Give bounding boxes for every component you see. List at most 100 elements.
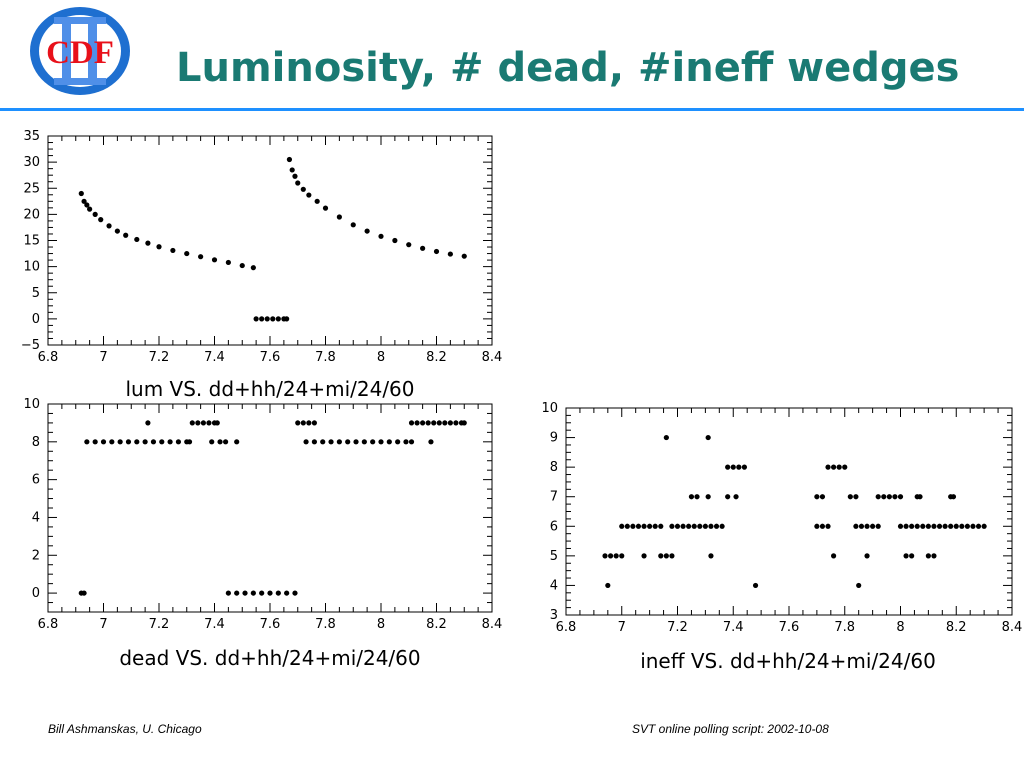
ineff-data-point [825, 523, 831, 529]
ineff-data-point [853, 494, 859, 500]
lum-data-point [286, 156, 293, 163]
lum-data-point [264, 316, 270, 322]
dead-data-point [414, 420, 420, 426]
ineff-data-point [708, 553, 714, 559]
ineff-data-point [725, 494, 731, 500]
ineff-x-tick-label: 8.2 [946, 620, 967, 635]
ineff-data-point [897, 523, 904, 529]
dead-y-tick-label: 0 [32, 586, 40, 601]
ineff-data-point [694, 494, 700, 500]
lum-x-tick-label: 7 [99, 350, 107, 365]
ineff-data-point [702, 523, 708, 529]
ineff-data-point [964, 523, 971, 529]
lum-data-point [461, 253, 467, 259]
lum-x-tick-label: 8 [377, 350, 385, 365]
ineff-y-tick-label: 6 [550, 519, 558, 534]
lum-y-tick-label: 20 [23, 207, 40, 222]
lum-y-tick-label: −5 [21, 338, 40, 353]
lum-data-point [406, 242, 412, 248]
dead-data-point [259, 590, 265, 596]
lum-data-point [295, 180, 301, 186]
lum-x-tick-label: 7.8 [315, 350, 336, 365]
ineff-data-point [697, 523, 703, 529]
logo-roman-two-bar-left [62, 19, 71, 83]
ineff-data-point [858, 523, 865, 529]
footer-source: SVT online polling script: 2002-10-08 [632, 722, 829, 736]
title-divider [0, 108, 1024, 111]
dead-data-point [242, 590, 248, 596]
lum-data-point [250, 265, 256, 271]
ineff-data-point [936, 523, 943, 529]
ineff-chart: 6.8 7 7.2 7.4 7.6 7.8 8 8.2 8.4 3 4 5 6 7 8 9 10 ineff VS… [541, 401, 1022, 673]
dead-data-point [428, 439, 434, 445]
dead-data-point [361, 439, 367, 445]
lum-y-tick-label: 35 [23, 129, 40, 144]
lum-data-point [314, 198, 320, 204]
lum-data-point [275, 316, 281, 322]
dead-data-point [303, 439, 309, 445]
dead-x-tick-label: 7 [99, 617, 107, 632]
ineff-data-point [669, 553, 675, 559]
dead-x-tick-label: 7.2 [149, 617, 170, 632]
dead-x-axis-label: dead VS. dd+hh/24+mi/24/60 [119, 646, 420, 670]
ineff-data-point [680, 523, 686, 529]
dead-data-point [209, 439, 215, 445]
dead-data-point [214, 420, 220, 426]
lum-x-tick-label: 8.4 [482, 350, 503, 365]
lum-data-point [420, 245, 426, 251]
ineff-data-point [864, 553, 870, 559]
lum-data-point [239, 262, 245, 269]
ineff-data-point [647, 523, 653, 529]
ineff-x-tick-label: 7.4 [723, 620, 744, 635]
ineff-data-point [975, 523, 982, 529]
ineff-data-point [909, 523, 915, 529]
ineff-data-point [619, 553, 625, 559]
dead-x-tick-label: 6.8 [38, 617, 59, 632]
lum-data-point [336, 214, 342, 220]
dead-data-point [403, 439, 409, 445]
ineff-data-point [831, 464, 837, 470]
lum-x-tick-label: 7.6 [260, 350, 281, 365]
lum-data-point [292, 173, 298, 179]
dead-data-point [195, 420, 201, 426]
lum-data-point [433, 248, 440, 255]
ineff-data-point [981, 523, 987, 529]
ineff-y-tick-label: 7 [550, 490, 558, 505]
lum-data-point [364, 228, 370, 234]
dead-data-point [189, 420, 195, 426]
ineff-y-tick-label: 9 [550, 431, 558, 446]
ineff-data-point [688, 494, 695, 500]
ineff-x-tick-label: 8.4 [1002, 620, 1023, 635]
lum-data-point [225, 259, 231, 266]
lum-data-point [81, 198, 87, 204]
dead-data-point [175, 439, 182, 445]
ineff-data-point [658, 553, 664, 559]
dead-data-point [109, 439, 115, 445]
dead-data-point [345, 439, 351, 445]
ineff-data-point [881, 494, 887, 500]
dead-x-tick-label: 8 [377, 617, 385, 632]
lum-x-tick-label: 6.8 [38, 350, 59, 365]
ineff-data-point [652, 523, 658, 529]
ineff-data-point [663, 434, 669, 441]
dead-data-point [378, 439, 384, 445]
dead-data-point [431, 420, 437, 426]
lum-data-point [170, 247, 176, 254]
ineff-data-point [836, 464, 842, 470]
lum-data-point [378, 233, 384, 239]
lum-data-point [300, 186, 306, 192]
ineff-data-point [713, 523, 720, 529]
ineff-data-point [870, 523, 876, 529]
lum-y-tick-label: 5 [32, 286, 40, 301]
dead-data-point [234, 439, 240, 445]
ineff-data-point [892, 494, 898, 500]
ineff-plot-frame [565, 407, 1013, 616]
ineff-data-point [819, 523, 826, 529]
ineff-data-point [814, 523, 820, 529]
dead-data-point [370, 439, 376, 445]
lum-data-point [184, 250, 190, 257]
dead-x-tick-label: 8.2 [426, 617, 447, 632]
lum-data-point [350, 222, 356, 228]
ineff-y-tick-label: 8 [550, 460, 558, 475]
ineff-data-point [658, 523, 664, 529]
